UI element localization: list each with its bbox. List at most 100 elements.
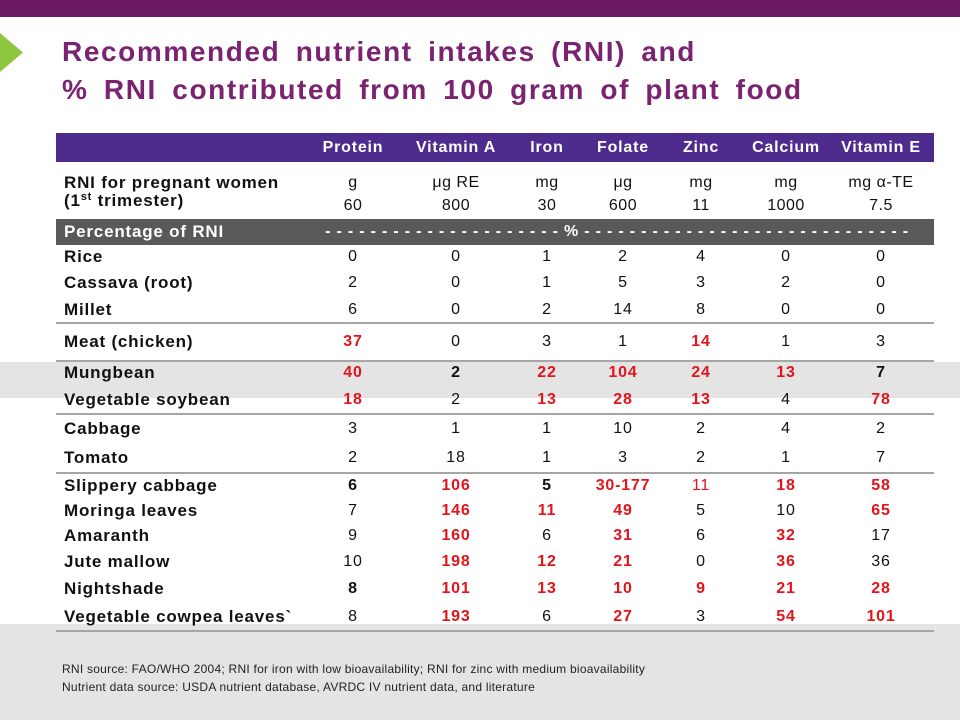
cell-iron: 1 <box>542 248 552 265</box>
rni-label-line1: RNI for pregnant women <box>64 173 279 192</box>
table-row: Cabbage 3 1 1 10 2 4 2 <box>56 415 934 444</box>
rni-unit: mg <box>689 174 713 191</box>
rni-value: 800 <box>441 197 471 214</box>
food-name: Nightshade <box>64 578 165 598</box>
cell-protein: 9 <box>348 527 358 544</box>
rni-label-line2-suffix: trimester) <box>92 191 185 210</box>
food-name: Cabbage <box>64 418 142 438</box>
cell-iron: 1 <box>542 419 552 437</box>
cell-vitamin-e: 65 <box>871 501 891 519</box>
rni-iron: mg 30 <box>506 162 588 217</box>
rni-label-line2-prefix: (1 <box>64 191 81 210</box>
cell-vitamin-e: 17 <box>871 527 891 544</box>
cell-vitamin-e: 101 <box>866 607 896 625</box>
cell-iron: 6 <box>542 527 552 544</box>
slide-title-line2: % RNI contributed from 100 gram of plant… <box>62 74 803 105</box>
table-row: Cassava (root) 2 0 1 5 3 2 0 <box>56 271 934 297</box>
cell-vitamin-e: 28 <box>871 579 891 597</box>
rni-value: 7.5 <box>869 197 893 214</box>
food-name: Millet <box>64 299 113 319</box>
cell-folate: 49 <box>613 501 633 519</box>
table-row: Meat (chicken) 37 0 3 1 14 1 3 <box>56 324 934 362</box>
cell-calcium: 0 <box>781 300 791 318</box>
cell-folate: 30-177 <box>595 476 651 494</box>
rni-value: 11 <box>692 197 710 214</box>
cell-vitamin-a: 0 <box>451 300 461 318</box>
cell-zinc: 8 <box>696 300 706 318</box>
food-name: Jute mallow <box>64 552 171 571</box>
cell-folate: 104 <box>608 364 638 381</box>
cell-vitamin-a: 160 <box>441 527 471 544</box>
cell-iron: 13 <box>537 390 557 408</box>
cell-folate: 1 <box>618 333 628 350</box>
percentage-of-rni-row: Percentage of RNI - - - - - - - - - - - … <box>56 219 934 245</box>
rni-vitamin-a: μg RE 800 <box>406 162 506 217</box>
column-header-protein: Protein <box>322 138 384 156</box>
cell-calcium: 0 <box>781 248 791 265</box>
rni-value: 1000 <box>767 197 805 214</box>
rni-row: RNI for pregnant women (1st trimester) g… <box>56 162 934 219</box>
rni-unit: μg RE <box>432 174 480 191</box>
rni-value: 60 <box>343 197 363 214</box>
cell-protein: 6 <box>348 300 358 318</box>
cell-folate: 28 <box>613 390 633 408</box>
cell-protein: 0 <box>348 248 358 265</box>
cell-vitamin-e: 7 <box>876 449 886 466</box>
cell-vitamin-e: 58 <box>871 476 891 494</box>
cell-zinc: 6 <box>696 527 706 544</box>
cell-zinc: 11 <box>691 476 711 494</box>
column-header-calcium: Calcium <box>752 138 820 156</box>
cell-protein: 8 <box>348 579 358 597</box>
cell-zinc: 4 <box>696 248 706 265</box>
rni-folate: μg 600 <box>588 162 658 217</box>
table-row: Slippery cabbage 6 106 5 30-177 11 18 58 <box>56 474 934 499</box>
cell-folate: 10 <box>613 579 633 597</box>
cell-protein: 6 <box>348 476 358 494</box>
top-accent-bar <box>0 0 960 17</box>
table-row: Rice 0 0 1 2 4 0 0 <box>56 245 934 271</box>
cell-iron: 1 <box>542 274 552 291</box>
cell-iron: 2 <box>542 300 552 318</box>
rni-label-superscript: st <box>80 191 93 203</box>
cell-vitamin-e: 7 <box>876 364 886 381</box>
rni-protein: g 60 <box>300 162 406 217</box>
percentage-scale-text: - - - - - - - - - - - - - - - - - - - - … <box>325 223 909 240</box>
cell-iron: 3 <box>542 333 552 350</box>
cell-vitamin-e: 36 <box>871 553 891 570</box>
table-row: Amaranth 9 160 6 31 6 32 17 <box>56 524 934 550</box>
rni-unit: mg <box>774 174 798 191</box>
cell-vitamin-a: 1 <box>451 419 461 437</box>
cell-zinc: 3 <box>696 607 706 625</box>
cell-iron: 11 <box>537 501 557 519</box>
column-header-iron: Iron <box>530 138 564 156</box>
rni-unit: mg α-TE <box>848 174 914 191</box>
table-row: Mungbean 40 2 22 104 24 13 7 <box>56 362 934 386</box>
footer-band <box>0 624 960 720</box>
cell-zinc: 5 <box>696 501 706 519</box>
cell-vitamin-a: 18 <box>446 449 466 466</box>
cell-vitamin-a: 106 <box>441 476 471 494</box>
cell-iron: 1 <box>542 449 552 466</box>
cell-vitamin-a: 0 <box>451 248 461 265</box>
cell-calcium: 4 <box>781 419 791 437</box>
cell-protein: 8 <box>348 607 358 625</box>
footer-rni-source: RNI source: FAO/WHO 2004; RNI for iron w… <box>62 662 646 676</box>
cell-vitamin-a: 2 <box>451 364 461 381</box>
column-header-zinc: Zinc <box>682 138 720 156</box>
cell-zinc: 2 <box>696 419 706 437</box>
cell-vitamin-a: 101 <box>441 579 471 597</box>
background-band <box>0 362 960 398</box>
cell-zinc: 3 <box>696 274 706 291</box>
rni-unit: g <box>348 174 358 191</box>
column-header-folate: Folate <box>597 138 649 156</box>
cell-vitamin-a: 0 <box>451 274 461 291</box>
cell-protein: 7 <box>348 501 358 519</box>
cell-iron: 6 <box>542 607 552 625</box>
cell-calcium: 54 <box>776 607 796 625</box>
food-name: Cassava (root) <box>64 273 194 292</box>
cell-vitamin-a: 193 <box>441 607 471 625</box>
cell-zinc: 14 <box>691 333 711 350</box>
cell-folate: 2 <box>618 248 628 265</box>
cell-folate: 21 <box>613 553 633 570</box>
food-name: Vegetable soybean <box>64 389 231 409</box>
